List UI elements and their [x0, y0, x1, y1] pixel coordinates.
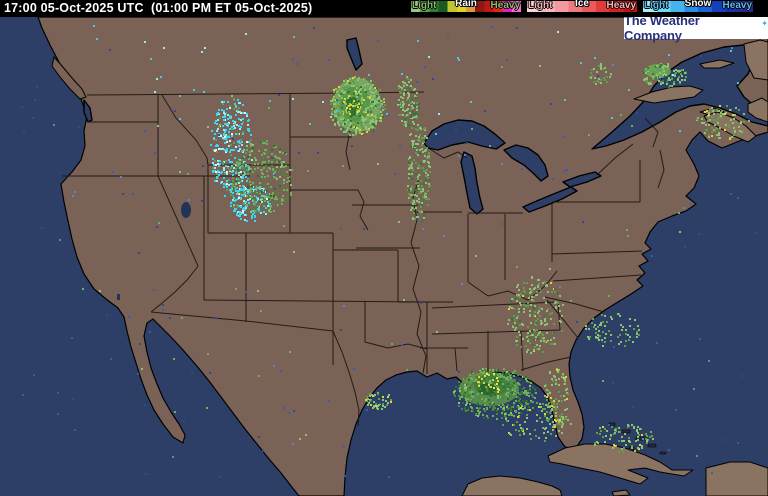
legend-rain-title: Rain [455, 0, 477, 9]
legend-snow-title: Snow [684, 0, 712, 9]
lakes-and-gulfs [83, 37, 768, 300]
radar-blob-louisiana-rain [453, 368, 537, 420]
timestamp: 17:00 05-Oct-2025 UTC (01:00 PM ET 05-Oc… [4, 1, 313, 15]
radar-blob-minnesota-yellow [343, 91, 360, 113]
legend-ice-heavy-label: Heavy [606, 0, 636, 11]
radar-blob-gulf-scatter [502, 401, 572, 442]
radar-blob-georgia-rain [507, 276, 564, 354]
radar-blob-wisconsin-band-north [397, 76, 420, 127]
legend-bar-rain [410, 0, 522, 13]
legend-group-ice: Light Heavy Ice [526, 0, 638, 13]
logo-star-icon: ✦ [761, 18, 768, 28]
radar-blob-ontario-minor [589, 63, 612, 85]
legend-rain-light-label: Light [412, 0, 437, 11]
state-borders [62, 91, 665, 427]
legend-snow-heavy-label: Heavy [722, 0, 752, 11]
radar-blob-maritimes-rain [696, 105, 750, 140]
radar-blob-quebec-rain [642, 63, 687, 88]
legend-snow-light-label: Light [644, 0, 669, 11]
logo-text: The Weather Company [624, 12, 700, 43]
radar-blob-wisconsin-band-south [407, 124, 431, 222]
legend-ice-title: Ice [575, 0, 589, 9]
top-bar: 17:00 05-Oct-2025 UTC (01:00 PM ET 05-Oc… [0, 0, 768, 17]
radar-blob-louisiana-yellow [477, 373, 500, 393]
legend-ice-light-label: Light [528, 0, 553, 11]
legend-group-rain: Light Heavy Rain [410, 0, 522, 13]
legend-group-snow: Light Heavy Snow [642, 0, 754, 13]
radar-blob-montana-rain [232, 140, 293, 214]
radar-blob-bahamas-rain [594, 424, 654, 453]
radar-blob-florida-rain [544, 368, 569, 428]
radar-blob-atlantic-rain [585, 313, 640, 347]
legend-bar-ice [526, 0, 638, 13]
radar-overlay [210, 63, 750, 453]
legend-rain-heavy-label: Heavy [490, 0, 520, 11]
legend-bar-snow [642, 0, 754, 13]
weather-company-logo: The Weather Company ✦ [624, 13, 768, 43]
